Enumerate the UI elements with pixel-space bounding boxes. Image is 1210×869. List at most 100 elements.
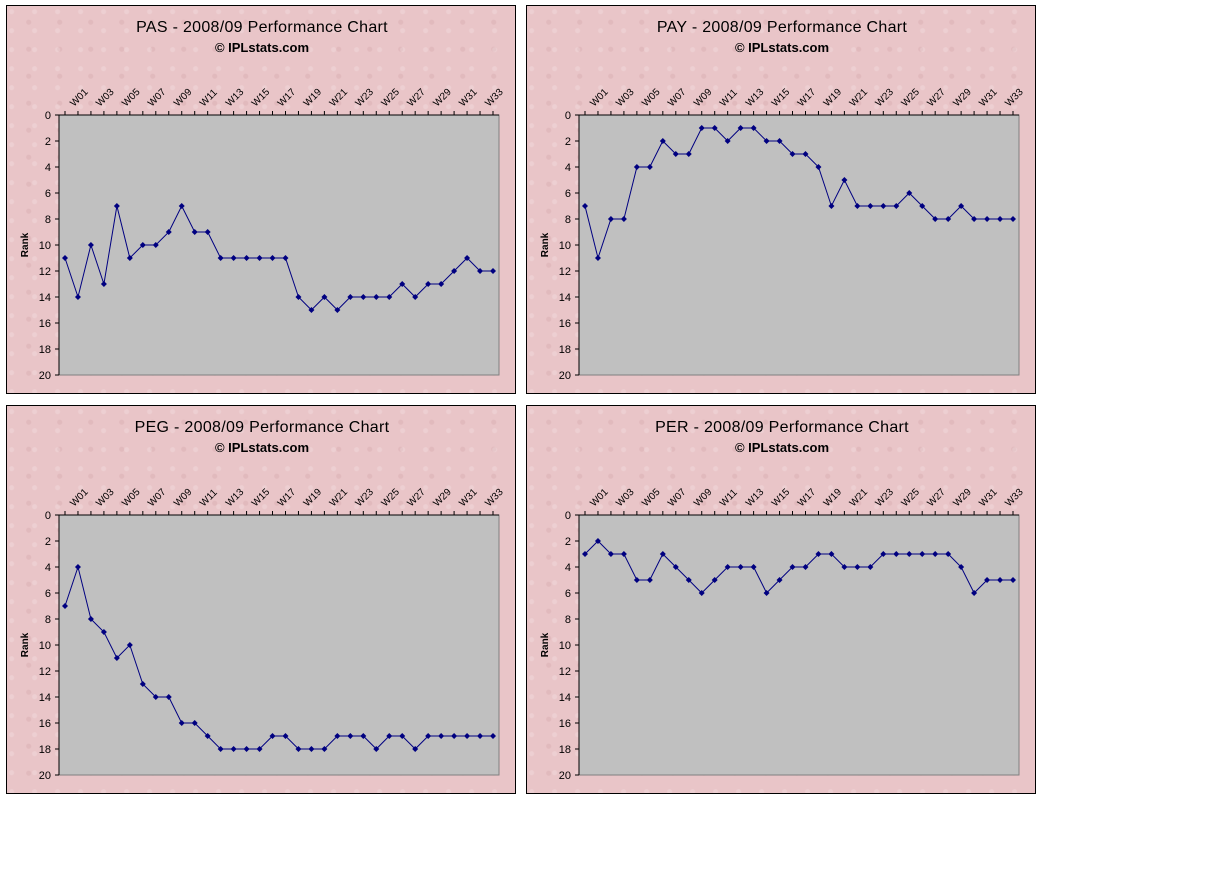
- data-point-marker: [464, 255, 471, 261]
- y-tick-label: 0: [565, 110, 571, 122]
- data-point-marker: [815, 551, 822, 557]
- data-point-marker: [1010, 577, 1016, 583]
- data-point-marker: [841, 564, 848, 570]
- data-point-marker: [360, 733, 367, 739]
- x-tick-label: W07: [146, 486, 169, 509]
- x-tick-label: W27: [926, 486, 949, 509]
- chart-title: PAS - 2008/09 Performance Chart: [136, 19, 388, 36]
- data-point-marker: [958, 564, 965, 570]
- data-point-marker: [750, 125, 757, 131]
- data-point-marker: [100, 281, 107, 287]
- x-tick-label: W13: [224, 86, 247, 109]
- data-point-marker: [698, 125, 705, 131]
- data-point-marker: [451, 268, 458, 274]
- data-point-marker: [711, 577, 718, 583]
- x-tick-label: W17: [276, 486, 299, 509]
- data-point-marker: [698, 590, 705, 596]
- y-tick-label: 20: [559, 370, 571, 382]
- data-point-marker: [399, 281, 406, 287]
- data-point-marker: [919, 203, 926, 209]
- x-tick-label: W21: [848, 486, 871, 509]
- x-tick-label: W25: [380, 486, 403, 509]
- data-point-marker: [776, 138, 783, 144]
- plot-area: [578, 514, 1020, 776]
- data-point-marker: [958, 203, 965, 209]
- x-tick-label: W31: [977, 486, 1000, 509]
- data-point-marker: [295, 746, 302, 752]
- x-tick-label: W25: [900, 486, 923, 509]
- data-point-marker: [490, 268, 496, 274]
- data-point-marker: [646, 577, 653, 583]
- data-point-marker: [464, 733, 471, 739]
- data-point-marker: [594, 538, 601, 544]
- y-tick-label: 18: [39, 344, 51, 356]
- x-tick-label: W17: [796, 486, 819, 509]
- data-point-marker: [269, 733, 276, 739]
- data-point-marker: [880, 551, 887, 557]
- data-point-marker: [490, 733, 496, 739]
- data-point-marker: [165, 229, 172, 235]
- x-tick-label: W29: [951, 86, 974, 109]
- data-point-marker: [217, 255, 224, 261]
- data-point-marker: [984, 216, 991, 222]
- x-tick-label: W03: [94, 86, 117, 109]
- y-tick-label: 2: [45, 136, 51, 148]
- data-point-marker: [582, 551, 588, 557]
- data-point-marker: [841, 177, 848, 183]
- series-line: [584, 540, 1013, 594]
- y-tick-label: 2: [565, 536, 571, 548]
- y-tick-label: 16: [39, 718, 51, 730]
- x-tick-label: W09: [172, 486, 195, 509]
- data-point-marker: [763, 138, 770, 144]
- x-tick-label: W17: [276, 86, 299, 109]
- x-tick-label: W15: [250, 486, 273, 509]
- data-point-marker: [932, 551, 939, 557]
- y-tick-label: 10: [39, 240, 51, 252]
- x-tick-label: W15: [770, 486, 793, 509]
- data-point-marker: [659, 551, 666, 557]
- x-tick-label: W29: [951, 486, 974, 509]
- series-line: [64, 565, 493, 750]
- y-axis-label: Rank: [20, 232, 31, 257]
- x-tick-label: W31: [977, 86, 1000, 109]
- x-tick-label: W25: [900, 86, 923, 109]
- series-line: [584, 127, 1013, 260]
- y-tick-label: 0: [45, 110, 51, 122]
- chart-svg: PAS - 2008/09 Performance Chart © IPLstat…: [20, 19, 506, 382]
- chart-subtitle: © IPLstats.com: [735, 440, 829, 455]
- data-point-marker: [880, 203, 887, 209]
- data-point-marker: [204, 229, 211, 235]
- data-point-marker: [373, 746, 380, 752]
- data-point-marker: [906, 551, 913, 557]
- plot-area: [578, 114, 1020, 376]
- x-tick-label: W13: [744, 486, 767, 509]
- data-point-marker: [438, 733, 445, 739]
- data-point-marker: [932, 216, 939, 222]
- data-point-marker: [828, 203, 835, 209]
- data-point-marker: [815, 164, 822, 170]
- chart-subtitle: © IPLstats.com: [215, 40, 309, 55]
- chart-svg: PEG - 2008/09 Performance Chart © IPLstat…: [20, 419, 506, 782]
- data-point-marker: [100, 629, 107, 635]
- data-point-marker: [477, 733, 484, 739]
- data-point-marker: [386, 733, 393, 739]
- data-point-marker: [620, 216, 627, 222]
- x-tick-label: W13: [224, 486, 247, 509]
- data-point-marker: [412, 294, 419, 300]
- data-point-marker: [269, 255, 276, 261]
- data-point-marker: [672, 151, 679, 157]
- data-point-marker: [321, 294, 328, 300]
- chart-subtitle: © IPLstats.com: [215, 440, 309, 455]
- data-point-marker: [178, 203, 185, 209]
- x-tick-label: W09: [692, 486, 715, 509]
- data-point-marker: [62, 603, 68, 609]
- data-point-marker: [438, 281, 445, 287]
- x-tick-label: W11: [198, 87, 220, 109]
- data-point-marker: [594, 255, 601, 261]
- data-point-marker: [191, 720, 198, 726]
- y-tick-label: 6: [45, 588, 51, 600]
- y-tick-label: 6: [565, 588, 571, 600]
- data-point-marker: [204, 733, 211, 739]
- data-point-marker: [945, 551, 952, 557]
- x-tick-label: W19: [302, 486, 325, 509]
